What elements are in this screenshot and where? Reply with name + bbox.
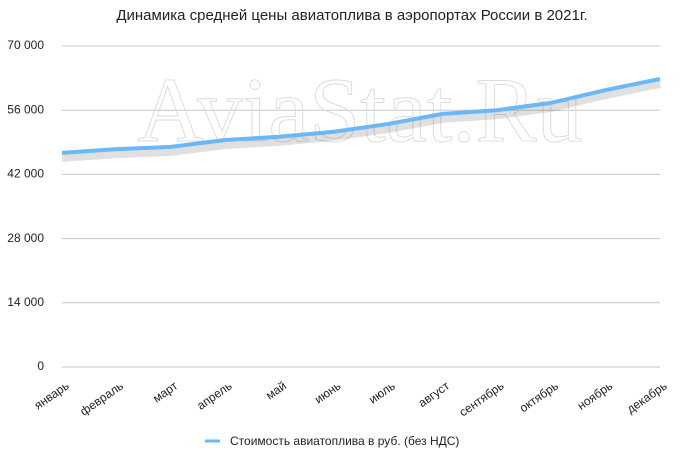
x-tick-label: июль (366, 379, 398, 407)
line-shadow (61, 78, 661, 162)
x-tick-label: август (416, 378, 453, 410)
chart-title: Динамика средней цены авиатоплива в аэро… (116, 7, 587, 24)
y-tick-label: 42 000 (7, 167, 44, 181)
x-tick-label: февраль (77, 379, 126, 419)
x-tick-label: декабрь (624, 379, 669, 417)
x-tick-label: апрель (194, 379, 234, 413)
y-tick-label: 56 000 (7, 102, 44, 116)
legend-label: Стоимость авиатоплива в руб. (без НДС) (230, 434, 459, 448)
series-line (61, 77, 661, 155)
x-tick-label: январь (32, 379, 72, 413)
x-tick-label: март (150, 378, 180, 405)
x-tick-label: май (263, 379, 289, 403)
x-tick-label: ноябрь (575, 379, 615, 413)
y-tick-label: 70 000 (7, 38, 44, 52)
y-tick-label: 0 (37, 359, 44, 373)
x-tick-label: сентябрь (457, 379, 507, 420)
y-tick-label: 14 000 (7, 295, 44, 309)
x-tick-label: октябрь (517, 379, 561, 416)
y-tick-label: 28 000 (7, 231, 44, 245)
x-tick-label: июнь (312, 379, 343, 407)
